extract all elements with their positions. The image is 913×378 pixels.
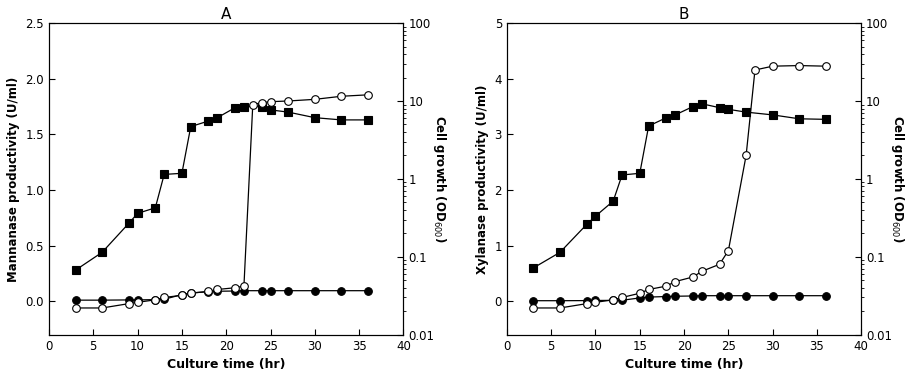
Y-axis label: Cell growth (OD$_{600}$): Cell growth (OD$_{600}$) [431, 115, 448, 243]
Y-axis label: Mannanase productivity (U/ml): Mannanase productivity (U/ml) [7, 76, 20, 282]
Y-axis label: Xylanase productivity (U/ml): Xylanase productivity (U/ml) [476, 84, 489, 274]
X-axis label: Culture time (hr): Culture time (hr) [624, 358, 743, 371]
Y-axis label: Cell growth (OD$_{600}$): Cell growth (OD$_{600}$) [889, 115, 906, 243]
X-axis label: Culture time (hr): Culture time (hr) [167, 358, 286, 371]
Title: B: B [679, 7, 689, 22]
Title: A: A [221, 7, 231, 22]
